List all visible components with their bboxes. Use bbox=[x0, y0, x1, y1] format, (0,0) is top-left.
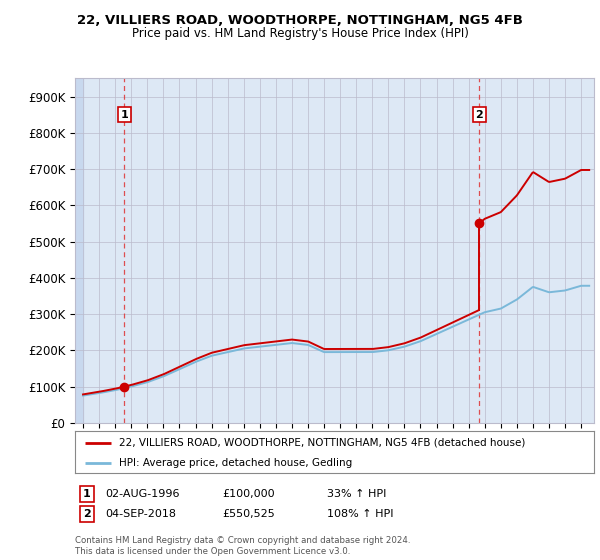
Text: 22, VILLIERS ROAD, WOODTHORPE, NOTTINGHAM, NG5 4FB (detached house): 22, VILLIERS ROAD, WOODTHORPE, NOTTINGHA… bbox=[119, 438, 526, 448]
Text: 33% ↑ HPI: 33% ↑ HPI bbox=[327, 489, 386, 499]
Text: 04-SEP-2018: 04-SEP-2018 bbox=[105, 509, 176, 519]
Text: HPI: Average price, detached house, Gedling: HPI: Average price, detached house, Gedl… bbox=[119, 458, 352, 468]
Text: 22, VILLIERS ROAD, WOODTHORPE, NOTTINGHAM, NG5 4FB: 22, VILLIERS ROAD, WOODTHORPE, NOTTINGHA… bbox=[77, 14, 523, 27]
Text: 108% ↑ HPI: 108% ↑ HPI bbox=[327, 509, 394, 519]
Text: £550,525: £550,525 bbox=[222, 509, 275, 519]
Text: Contains HM Land Registry data © Crown copyright and database right 2024.
This d: Contains HM Land Registry data © Crown c… bbox=[75, 536, 410, 556]
Text: Price paid vs. HM Land Registry's House Price Index (HPI): Price paid vs. HM Land Registry's House … bbox=[131, 27, 469, 40]
Text: £100,000: £100,000 bbox=[222, 489, 275, 499]
Text: 2: 2 bbox=[476, 110, 484, 120]
Text: 02-AUG-1996: 02-AUG-1996 bbox=[105, 489, 179, 499]
Text: 2: 2 bbox=[83, 509, 91, 519]
Text: 1: 1 bbox=[121, 110, 128, 120]
Bar bbox=[75, 78, 83, 423]
Text: 1: 1 bbox=[83, 489, 91, 499]
